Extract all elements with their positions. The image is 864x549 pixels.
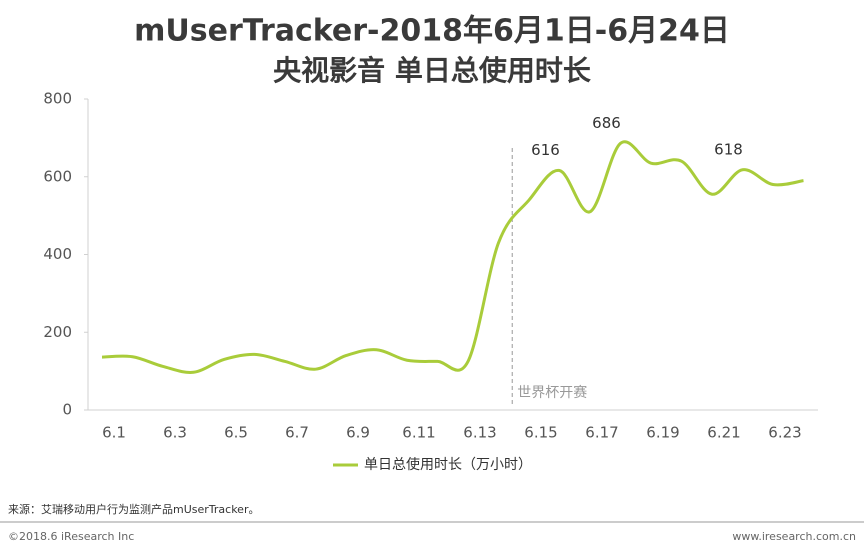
copyright: ©2018.6 iResearch Inc bbox=[8, 530, 134, 543]
y-tick-label: 400 bbox=[43, 245, 72, 263]
x-tick-label: 6.7 bbox=[285, 424, 309, 442]
y-tick-label: 800 bbox=[43, 90, 72, 108]
x-tick-label: 6.21 bbox=[707, 424, 740, 442]
chart-subtitle: 央视影音 单日总使用时长 bbox=[273, 54, 591, 87]
data-label: 616 bbox=[531, 141, 560, 159]
line-series bbox=[101, 140, 804, 374]
x-tick-label: 6.1 bbox=[102, 424, 126, 442]
chart-title: mUserTracker-2018年6月1日-6月24日 bbox=[134, 14, 730, 49]
annotation-label: 世界杯开赛 bbox=[517, 385, 587, 401]
data-label: 686 bbox=[592, 114, 621, 132]
legend-label: 单日总使用时长（万小时） bbox=[364, 456, 532, 473]
x-tick-label: 6.9 bbox=[346, 424, 370, 442]
x-tick-label: 6.15 bbox=[524, 424, 557, 442]
y-tick-label: 0 bbox=[62, 401, 72, 419]
data-label: 618 bbox=[714, 140, 743, 158]
source-note: 来源：艾瑞移动用户行为监测产品mUserTracker。 bbox=[8, 502, 259, 516]
x-tick-label: 6.19 bbox=[646, 424, 679, 442]
x-tick-label: 6.13 bbox=[463, 424, 496, 442]
website: www.iresearch.com.cn bbox=[732, 530, 856, 543]
y-tick-label: 200 bbox=[43, 323, 72, 341]
x-tick-label: 6.5 bbox=[224, 424, 248, 442]
x-tick-label: 6.17 bbox=[585, 424, 618, 442]
x-tick-label: 6.11 bbox=[402, 424, 435, 442]
y-tick-label: 600 bbox=[43, 167, 72, 185]
x-tick-label: 6.23 bbox=[768, 424, 801, 442]
x-tick-label: 6.3 bbox=[163, 424, 187, 442]
